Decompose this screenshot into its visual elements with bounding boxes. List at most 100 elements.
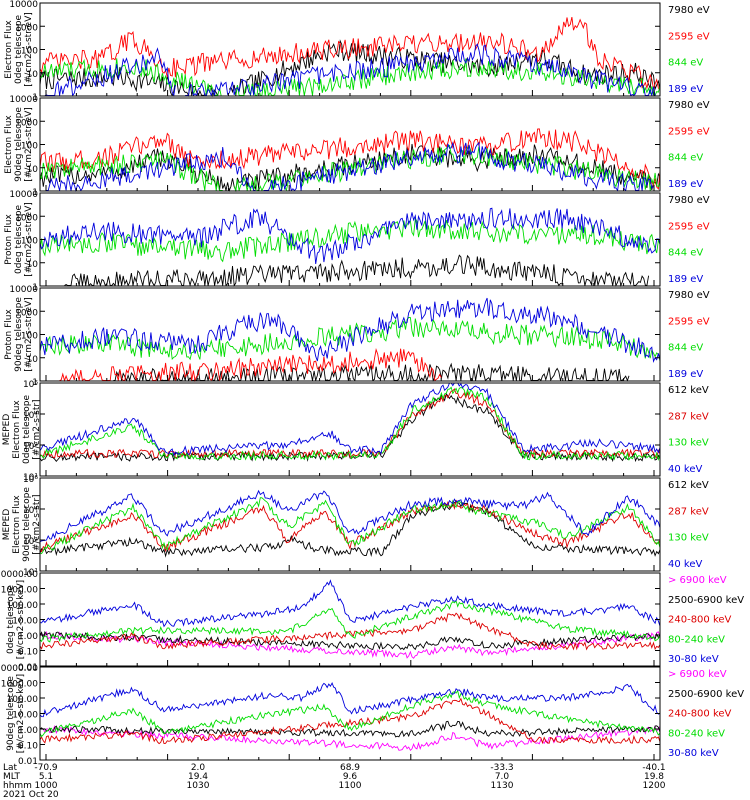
legend-entry: 287 keV bbox=[668, 411, 709, 422]
y-axis-label: 0deg telescope bbox=[14, 205, 24, 275]
y-tick-label: 0.01 bbox=[18, 663, 38, 673]
legend-entry: 80-240 keV bbox=[668, 634, 725, 645]
series-4-4 bbox=[39, 297, 661, 363]
y-axis-label: [#/cm2-s-str-eV] bbox=[24, 297, 34, 372]
y-tick-label: 100 bbox=[21, 237, 38, 247]
y-tick-label: 10² bbox=[23, 442, 38, 452]
y-axis-label: MEPED bbox=[2, 414, 12, 446]
y-tick-label: 10⁴ bbox=[23, 411, 38, 421]
legend-entry: 2595 eV bbox=[668, 221, 710, 232]
series-8-5 bbox=[39, 682, 661, 718]
footer-lat: 68.9 bbox=[340, 763, 360, 773]
y-tick-label: 10¹ bbox=[23, 473, 38, 483]
legend-entry: 240-800 keV bbox=[668, 709, 732, 720]
series-2-1 bbox=[39, 143, 661, 193]
footer-mlt: 19.8 bbox=[644, 772, 664, 782]
footer-hhmm: 1100 bbox=[339, 781, 362, 791]
y-axis-label: 90deg telescope bbox=[14, 107, 24, 182]
legend-entry: 844 eV bbox=[668, 58, 703, 69]
legend-entry: 189 eV bbox=[668, 369, 703, 380]
y-tick-label: 1000 bbox=[15, 213, 38, 223]
footer-mlt: 5.1 bbox=[39, 772, 53, 782]
y-tick-label: 1000 bbox=[15, 118, 38, 128]
footer-mlt: 19.4 bbox=[188, 772, 208, 782]
y-axis-label: [#/cm2-s-str-keV] bbox=[16, 580, 26, 659]
y-tick-label: 10000 bbox=[9, 190, 38, 200]
y-axis-label: Electron Flux bbox=[12, 400, 22, 459]
series-1-2 bbox=[39, 17, 661, 90]
y-tick-label: 10.00 bbox=[12, 711, 38, 721]
legend-entry: 844 eV bbox=[668, 343, 703, 354]
y-axis-label: [#/cm2-s-str] bbox=[32, 494, 42, 554]
y-axis-label: Electron Flux bbox=[4, 20, 14, 79]
legend-entry: 130 keV bbox=[668, 438, 709, 449]
series-4-2 bbox=[59, 347, 442, 383]
y-tick-label: 1.00 bbox=[18, 726, 38, 736]
series-3-3 bbox=[39, 217, 661, 263]
y-tick-label: 10000.00 bbox=[0, 664, 38, 674]
series-2-2 bbox=[39, 128, 661, 191]
series-6-1 bbox=[39, 500, 661, 558]
legend-entry: 7980 eV bbox=[668, 100, 710, 111]
y-axis-label: 0deg telescope bbox=[6, 585, 16, 655]
panel-4: 10000 1000 100 10 1 Proton Flux 90deg telescop… bbox=[4, 285, 710, 388]
y-tick-label: 10000 bbox=[9, 95, 38, 105]
panel-frame bbox=[39, 97, 661, 192]
y-tick-label: 1000.00 bbox=[1, 586, 38, 596]
y-tick-label: 10.00 bbox=[12, 617, 38, 627]
legend-entry: 2595 eV bbox=[668, 126, 710, 137]
legend-entry: 612 keV bbox=[668, 480, 709, 491]
series-7-3 bbox=[39, 612, 661, 651]
y-tick-label: 10000 bbox=[9, 0, 38, 10]
legend-entry: 844 eV bbox=[668, 248, 703, 259]
footer-lat: -40.1 bbox=[642, 763, 665, 773]
y-tick-label: 1 bbox=[32, 93, 38, 103]
panel-2: 10000 1000 100 10 1 Electron Flux 90deg telesc… bbox=[4, 95, 710, 198]
legend-entry: 30-80 keV bbox=[668, 654, 719, 665]
y-axis-label: Electron Flux bbox=[12, 495, 22, 554]
series-7-2 bbox=[39, 630, 661, 651]
series-2-4 bbox=[46, 141, 654, 193]
footer-lat: -33.3 bbox=[490, 763, 513, 773]
series-5-4 bbox=[39, 382, 661, 457]
legend-entry: 2500-6900 keV bbox=[668, 595, 744, 606]
y-tick-label: 1.00 bbox=[18, 632, 38, 642]
y-tick-label: 0.10 bbox=[18, 648, 38, 658]
series-1-4 bbox=[44, 43, 656, 97]
y-tick-label: 1000 bbox=[15, 308, 38, 318]
y-tick-label: 10 bbox=[27, 355, 39, 365]
y-tick-label: 10⁴ bbox=[23, 506, 38, 516]
y-tick-label: 1 bbox=[32, 188, 38, 198]
series-8-3 bbox=[39, 697, 661, 745]
series-7-5 bbox=[39, 579, 661, 628]
legend-entry: 80-240 keV bbox=[668, 728, 725, 739]
y-axis-label: [#/cm2-s-str-eV] bbox=[24, 202, 34, 277]
y-tick-label: 10² bbox=[23, 537, 38, 547]
legend-entry: 2500-6900 keV bbox=[668, 689, 744, 700]
legend-entry: 287 keV bbox=[668, 506, 709, 517]
legend-entry: 7980 eV bbox=[668, 290, 710, 301]
legend-entry: 844 eV bbox=[668, 153, 703, 164]
footer-date: 2021 Oct 20 bbox=[3, 790, 59, 800]
legend-entry: 2595 eV bbox=[668, 316, 710, 327]
legend-entry: 7980 eV bbox=[668, 5, 710, 16]
y-tick-label: 10 bbox=[27, 165, 39, 175]
footer-lat: -70.9 bbox=[34, 763, 58, 773]
y-tick-label: 1 bbox=[32, 283, 38, 293]
series-6-2 bbox=[39, 499, 661, 553]
footer-hhmm: 1000 bbox=[35, 781, 58, 791]
y-tick-label: 100 bbox=[21, 142, 38, 152]
y-tick-label: 1000.00 bbox=[1, 680, 38, 690]
legend-entry: 40 keV bbox=[668, 464, 702, 475]
y-axis-label: Electron Flux bbox=[4, 115, 14, 174]
series-4-3 bbox=[39, 317, 661, 362]
y-tick-label: 10⁶ bbox=[23, 475, 38, 485]
y-tick-label: 10000 bbox=[9, 285, 38, 295]
panel-1: 10000 1000 100 10 1 Electron Flux 0deg telesco… bbox=[4, 0, 710, 103]
y-axis-label: 0deg telescope bbox=[14, 15, 24, 85]
y-axis-label: 90deg telescope bbox=[6, 676, 16, 751]
series-6-3 bbox=[39, 497, 661, 555]
y-axis-label: 90deg telescope bbox=[22, 487, 32, 562]
